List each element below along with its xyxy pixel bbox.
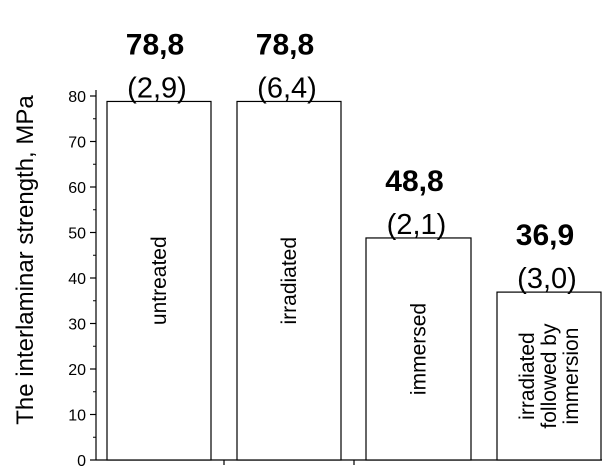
deviation-label: (2,1): [387, 209, 447, 241]
y-tick-label: 60: [68, 180, 86, 197]
category-label: immersed: [408, 303, 431, 395]
y-tick-label: 40: [68, 271, 86, 288]
bar: [106, 100, 212, 461]
value-label: 78,8: [126, 28, 184, 61]
y-tick-label: 10: [68, 408, 86, 425]
y-tick-label: 80: [68, 89, 86, 106]
value-label: 78,8: [256, 28, 314, 61]
category-label: immersion: [560, 328, 583, 425]
deviation-label: (2,9): [127, 72, 187, 104]
category-label: irradiated: [516, 332, 539, 420]
value-label: 36,9: [516, 219, 574, 252]
y-tick-label: 50: [68, 226, 86, 243]
category-label: irradiated: [278, 237, 301, 325]
deviation-label: (3,0): [517, 263, 577, 295]
y-axis-label: The interlaminar strength, MPa: [12, 95, 39, 425]
bar: [365, 237, 472, 461]
labels: (2,9) 78,8 untreated (6,4) 78,8 irradiated (2,…: [126, 28, 583, 428]
deviation-label: (6,4): [257, 72, 317, 104]
bar: [496, 291, 602, 461]
bar: [236, 100, 342, 461]
y-tick-label: 20: [68, 362, 86, 379]
bars: [106, 100, 602, 461]
value-label: 48,8: [385, 165, 443, 198]
y-tick-label: 30: [68, 317, 86, 334]
axes: 0 10 20 30 40 50 60 70 80: [68, 89, 602, 467]
category-label: untreated: [148, 236, 171, 325]
y-tick-label: 70: [68, 135, 86, 152]
y-tick-label: 0: [77, 453, 86, 467]
category-label: followed by: [538, 323, 561, 429]
